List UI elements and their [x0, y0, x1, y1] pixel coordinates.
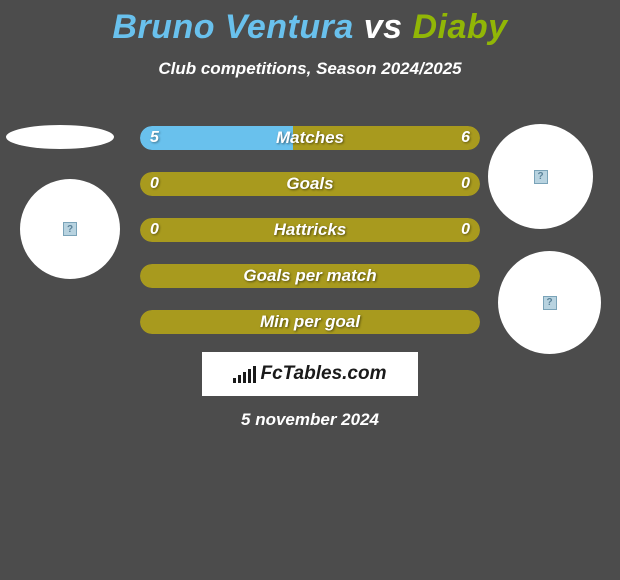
stat-bar: Goals0 0: [140, 172, 480, 196]
fctables-logo: FcTables.com: [202, 352, 418, 396]
avatar-shadow-left: [6, 125, 114, 149]
bar-value-left: 0: [150, 172, 159, 196]
bar-value-right: 6: [461, 126, 470, 150]
vs-text: vs: [364, 8, 403, 46]
bar-label: Goals per match: [140, 264, 480, 288]
stat-bars: Matches56Goals00Hattricks00Goals per mat…: [140, 126, 480, 356]
bar-value-right: 0: [461, 218, 470, 242]
bar-value-left: 0: [150, 218, 159, 242]
avatar-placeholder-right-top: ?: [488, 124, 593, 229]
stat-bar: Hattricks0 0: [140, 218, 480, 242]
logo-text: FcTables.com: [260, 363, 386, 385]
stat-bar: Min per goal: [140, 310, 480, 334]
player1-name: Bruno Ventura: [112, 8, 353, 46]
bar-label: Min per goal: [140, 310, 480, 334]
bar-label: Hattricks: [140, 218, 480, 242]
logo-bars-icon: [233, 365, 256, 383]
bar-value-right: 0: [461, 172, 470, 196]
stat-bar: Matches5 6: [140, 126, 480, 150]
bar-value-left: 5: [150, 126, 159, 150]
avatar-placeholder-right-bottom: ?: [498, 251, 601, 354]
player2-name: Diaby: [413, 8, 508, 46]
stat-bar: Goals per match: [140, 264, 480, 288]
avatar-placeholder-left: ?: [20, 179, 120, 279]
bar-label: Matches: [140, 126, 480, 150]
image-placeholder-icon: ?: [543, 296, 557, 310]
comparison-title: Bruno Ventura vs Diaby: [0, 0, 620, 47]
date-text: 5 november 2024: [0, 410, 620, 430]
image-placeholder-icon: ?: [63, 222, 77, 236]
bar-label: Goals: [140, 172, 480, 196]
image-placeholder-icon: ?: [534, 170, 548, 184]
subtitle: Club competitions, Season 2024/2025: [0, 59, 620, 79]
